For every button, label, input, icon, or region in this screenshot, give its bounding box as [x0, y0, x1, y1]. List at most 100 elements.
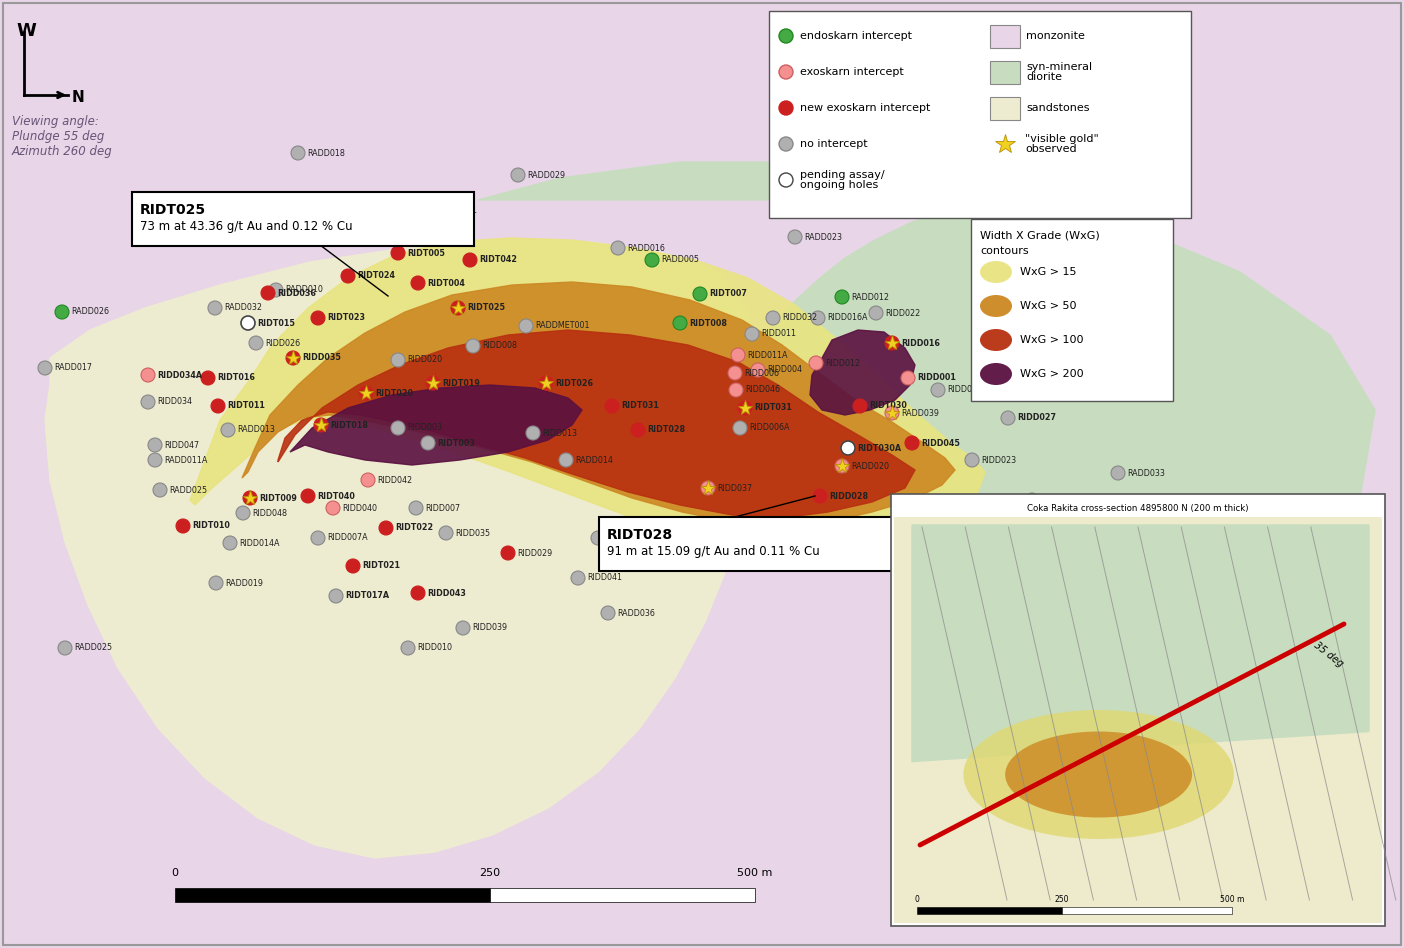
- Text: RIDT011: RIDT011: [227, 402, 265, 410]
- Text: WxG > 50: WxG > 50: [1019, 301, 1077, 311]
- Circle shape: [208, 301, 222, 315]
- Text: exoskarn intercept: exoskarn intercept: [800, 67, 904, 77]
- Ellipse shape: [980, 363, 1012, 385]
- Text: Coka Rakita cross-section 4895800 N (200 m thick): Coka Rakita cross-section 4895800 N (200…: [1028, 504, 1248, 514]
- Text: Viewing angle:
Plundge 55 deg
Azimuth 260 deg: Viewing angle: Plundge 55 deg Azimuth 26…: [13, 115, 112, 158]
- Text: RIDT003: RIDT003: [437, 439, 475, 447]
- Text: RADD037: RADD037: [1040, 496, 1080, 504]
- Text: RIDD011: RIDD011: [761, 330, 796, 338]
- Circle shape: [1001, 306, 1015, 320]
- Circle shape: [885, 336, 899, 350]
- Polygon shape: [45, 240, 762, 858]
- Circle shape: [421, 436, 435, 450]
- Text: RIDD016: RIDD016: [901, 338, 939, 348]
- Text: 0: 0: [914, 895, 920, 904]
- Circle shape: [751, 363, 765, 377]
- Circle shape: [779, 101, 793, 115]
- Circle shape: [270, 283, 284, 297]
- Polygon shape: [190, 238, 986, 552]
- Text: RIDD046: RIDD046: [746, 386, 781, 394]
- Circle shape: [767, 311, 781, 325]
- Text: RIDT024: RIDT024: [357, 271, 395, 281]
- Bar: [990, 97, 1019, 120]
- Circle shape: [411, 586, 425, 600]
- Circle shape: [931, 383, 945, 397]
- Text: RIDT020: RIDT020: [375, 389, 413, 397]
- Text: W: W: [15, 22, 37, 40]
- Text: RIDT042: RIDT042: [479, 256, 517, 264]
- Text: RIDD012: RIDD012: [826, 358, 861, 368]
- Text: 500 m: 500 m: [1220, 895, 1244, 904]
- Text: RIDT031: RIDT031: [621, 402, 658, 410]
- Circle shape: [463, 253, 477, 267]
- Text: endoskarn intercept: endoskarn intercept: [800, 31, 913, 41]
- Circle shape: [813, 489, 827, 503]
- Text: RADDMET002: RADDMET002: [878, 173, 932, 181]
- Text: RIDT025: RIDT025: [140, 203, 206, 217]
- Circle shape: [733, 421, 747, 435]
- Circle shape: [390, 421, 404, 435]
- Text: RADD005: RADD005: [661, 256, 699, 264]
- Text: RIDT028: RIDT028: [647, 426, 685, 434]
- Text: RADD014: RADD014: [576, 455, 614, 465]
- Text: RIDD041: RIDD041: [587, 574, 622, 582]
- Text: RADD025: RADD025: [168, 485, 208, 495]
- Text: 73 m at 43.36 g/t Au and 0.12 % Cu: 73 m at 43.36 g/t Au and 0.12 % Cu: [140, 220, 352, 233]
- Circle shape: [390, 246, 404, 260]
- Text: 0: 0: [171, 868, 178, 878]
- Text: RIDD023: RIDD023: [981, 455, 1016, 465]
- Circle shape: [201, 371, 215, 385]
- FancyBboxPatch shape: [132, 192, 475, 246]
- Text: RIDD026: RIDD026: [265, 338, 300, 348]
- Text: RIDD034A: RIDD034A: [157, 371, 202, 379]
- Text: RIDT009: RIDT009: [258, 494, 296, 502]
- Circle shape: [314, 418, 329, 432]
- Circle shape: [673, 316, 687, 330]
- Circle shape: [630, 423, 644, 437]
- Text: RADD012: RADD012: [851, 293, 889, 301]
- Text: RIDD037: RIDD037: [717, 483, 753, 493]
- Text: diorite: diorite: [1026, 72, 1061, 82]
- Circle shape: [812, 311, 826, 325]
- Circle shape: [425, 376, 439, 390]
- Text: RADD023: RADD023: [804, 232, 842, 242]
- Text: Width X Grade (WxG): Width X Grade (WxG): [980, 230, 1099, 240]
- Ellipse shape: [980, 261, 1012, 283]
- Circle shape: [176, 519, 190, 533]
- Text: 91 m at 15.09 g/t Au and 0.11 % Cu: 91 m at 15.09 g/t Au and 0.11 % Cu: [607, 545, 820, 558]
- Text: RADD039: RADD039: [901, 409, 939, 417]
- Circle shape: [223, 536, 237, 550]
- Text: RADD032: RADD032: [225, 303, 263, 313]
- Circle shape: [746, 327, 760, 341]
- Text: syn-mineral: syn-mineral: [1026, 62, 1092, 72]
- Text: WxG > 200: WxG > 200: [1019, 369, 1084, 379]
- Text: new exoskarn intercept: new exoskarn intercept: [800, 103, 931, 113]
- Circle shape: [243, 491, 257, 505]
- Text: RADD016: RADD016: [628, 244, 665, 252]
- FancyBboxPatch shape: [600, 517, 946, 571]
- Circle shape: [835, 459, 849, 473]
- Circle shape: [788, 230, 802, 244]
- Text: RIDD011A: RIDD011A: [747, 351, 788, 359]
- Text: "visible gold": "visible gold": [1025, 134, 1099, 144]
- Text: RADD010: RADD010: [285, 285, 323, 295]
- Text: RIDD027: RIDD027: [1016, 413, 1056, 423]
- Text: RIDT025: RIDT025: [468, 303, 505, 313]
- Text: RADD020: RADD020: [851, 462, 889, 470]
- Circle shape: [211, 399, 225, 413]
- Circle shape: [359, 386, 373, 400]
- Circle shape: [965, 453, 979, 467]
- Text: RADD013: RADD013: [237, 426, 275, 434]
- Text: RIDD001: RIDD001: [917, 374, 956, 382]
- Text: RIDD042: RIDD042: [378, 476, 413, 484]
- Circle shape: [220, 423, 234, 437]
- Text: pending assay/: pending assay/: [800, 170, 885, 180]
- Text: RIDD013: RIDD013: [542, 428, 577, 437]
- Bar: [1061, 907, 1231, 914]
- Circle shape: [423, 203, 437, 217]
- Circle shape: [390, 353, 404, 367]
- Circle shape: [300, 489, 314, 503]
- Text: RADDMET001: RADDMET001: [535, 321, 590, 331]
- Text: RIDD015: RIDD015: [607, 534, 642, 542]
- Text: RIDT015: RIDT015: [257, 319, 295, 327]
